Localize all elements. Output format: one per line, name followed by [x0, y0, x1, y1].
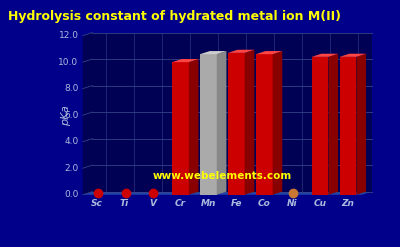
Text: 4.0: 4.0: [64, 137, 78, 146]
Text: V: V: [149, 199, 156, 208]
Polygon shape: [256, 51, 282, 54]
Polygon shape: [228, 53, 245, 195]
Text: Ti: Ti: [120, 199, 129, 208]
Polygon shape: [92, 33, 372, 192]
Text: Cu: Cu: [314, 199, 326, 208]
Text: pKa: pKa: [61, 105, 71, 126]
Text: 12.0: 12.0: [58, 31, 78, 40]
Polygon shape: [83, 33, 92, 195]
Text: 2.0: 2.0: [64, 164, 78, 173]
Polygon shape: [312, 54, 338, 57]
Polygon shape: [172, 62, 189, 195]
Polygon shape: [217, 51, 226, 195]
Polygon shape: [228, 50, 254, 53]
Polygon shape: [245, 50, 254, 195]
Text: 8.0: 8.0: [64, 84, 78, 93]
Text: Hydrolysis constant of hydrated metal ion M(II): Hydrolysis constant of hydrated metal io…: [8, 10, 341, 23]
Polygon shape: [272, 51, 282, 195]
Polygon shape: [83, 192, 372, 195]
Polygon shape: [256, 54, 272, 195]
Text: Sc: Sc: [91, 199, 103, 208]
Polygon shape: [189, 59, 198, 195]
Text: Fe: Fe: [230, 199, 242, 208]
Polygon shape: [356, 54, 366, 195]
Text: Zn: Zn: [342, 199, 354, 208]
Text: Cr: Cr: [175, 199, 186, 208]
Text: www.webelements.com: www.webelements.com: [153, 171, 292, 181]
Text: 0.0: 0.0: [64, 190, 78, 199]
Polygon shape: [312, 57, 328, 195]
Text: Co: Co: [258, 199, 270, 208]
Text: Ni: Ni: [287, 199, 298, 208]
Polygon shape: [328, 54, 338, 195]
Polygon shape: [340, 54, 366, 57]
Text: 6.0: 6.0: [64, 111, 78, 120]
Polygon shape: [172, 59, 198, 62]
Polygon shape: [200, 54, 217, 195]
Text: 10.0: 10.0: [58, 58, 78, 67]
Polygon shape: [340, 57, 356, 195]
Text: Mn: Mn: [201, 199, 216, 208]
Polygon shape: [200, 51, 226, 54]
